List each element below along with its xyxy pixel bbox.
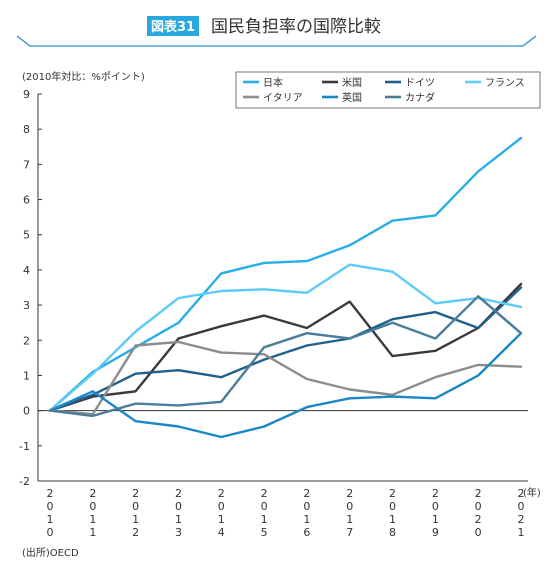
chart-title: 国民負担率の国際比較: [211, 17, 381, 37]
y-tick-label: 8: [23, 123, 30, 136]
y-tick-label: -2: [19, 475, 30, 488]
legend-label: 米国: [342, 76, 362, 89]
source-note: (出所)OECD: [22, 546, 79, 559]
legend-label: 英国: [342, 91, 362, 104]
series-line-6: [48, 295, 523, 418]
series-line-0: [48, 136, 523, 412]
legend-label: ドイツ: [405, 78, 435, 89]
y-tick-label: 9: [23, 88, 30, 101]
legend-label: 日本: [263, 76, 283, 89]
legend-box: [235, 71, 541, 109]
y-tick-label: 0: [23, 405, 30, 418]
header-badge-bg: [147, 16, 199, 36]
y-tick-label: 2: [23, 334, 30, 347]
series-line-5: [48, 332, 523, 439]
series-line-2: [48, 286, 523, 412]
chart-header: 図表31 国民負担率の国際比較: [0, 0, 553, 52]
header-badge: 図表31: [151, 19, 195, 35]
x-unit-label: (年): [523, 486, 541, 499]
legend-label: カナダ: [405, 91, 435, 104]
y-unit-label: (2010年対比：%ポイント): [22, 70, 145, 83]
axes: -2 -1 0 1 2 3 4 5 6 7 8 9 2 0 1 0 2 0 1 1 2 0 1 2 2 0 1 3 2 0 1 4 2 0 1 5 2 0…: [19, 88, 528, 539]
series-line-3: [48, 263, 523, 412]
y-tick-label: -1: [19, 440, 30, 453]
y-tick-label: 1: [23, 369, 30, 382]
y-tick-label: 7: [23, 158, 30, 171]
y-tick-label: 4: [23, 264, 30, 277]
series-line-4: [48, 340, 523, 416]
series-lines: [48, 136, 523, 439]
legend-label: フランス: [485, 77, 525, 89]
series-line-1: [48, 282, 523, 412]
y-tick-label: 3: [23, 299, 30, 312]
header-frame: 図表31 国民負担率の国際比較: [16, 16, 537, 47]
y-tick-label: 5: [23, 229, 30, 242]
y-tick-label: 6: [23, 194, 30, 207]
legend-label: イタリア: [263, 92, 303, 104]
header-frame-line: [16, 35, 537, 47]
